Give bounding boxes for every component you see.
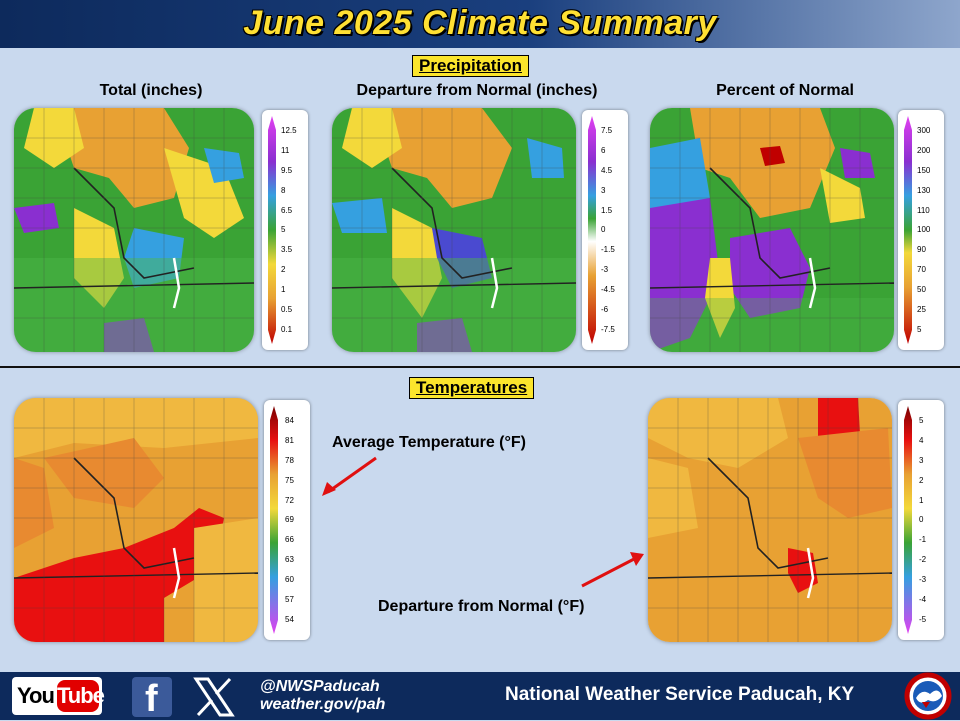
page-title: June 2025 Climate Summary (243, 4, 717, 42)
departure-scale-label: -7.5 (601, 324, 615, 334)
avg-temp-scale-label: 60 (285, 575, 294, 585)
nws-logo (904, 672, 952, 720)
avg-temp-scale-label: 78 (285, 455, 294, 465)
total-scale-label: 12.5 (281, 126, 297, 135)
website-link[interactable]: weather.gov/pah (260, 696, 386, 713)
percent-scale-label: 90 (917, 245, 926, 255)
youtube-you-text: You (17, 683, 55, 708)
total-scale-label: 2 (281, 265, 286, 275)
departure-precip-legend: 7.5 6 4.5 3 1.5 0 -1.5 -3 -4.5 -6 -7.5 (582, 110, 628, 350)
percent-scale-label: 130 (917, 185, 931, 195)
total-precip-map (14, 108, 254, 352)
facebook-f-glyph: f (145, 678, 158, 720)
temp-departure-scale-label: 3 (919, 455, 924, 465)
departure-scale-label: 0 (601, 225, 606, 235)
temp-departure-scale-label: 2 (919, 475, 924, 485)
total-scale-label: 6.5 (281, 205, 293, 215)
temp-departure-scale-label: 1 (919, 495, 924, 505)
temp-departure-scale-label: 5 (919, 416, 924, 425)
total-scale-label: 0.5 (281, 305, 293, 315)
percent-normal-legend: 300 200 150 130 110 100 90 70 50 25 5 (898, 110, 944, 350)
departure-scale-label: -1.5 (601, 245, 615, 255)
avg-temp-scale-label: 54 (285, 614, 294, 624)
avg-temp-arrow (322, 456, 377, 496)
percent-scale-label: 50 (917, 285, 926, 295)
percent-scale-label: 25 (917, 305, 926, 315)
youtube-logo[interactable]: You Tube (12, 677, 105, 715)
section-divider (0, 366, 960, 368)
percent-scale-label: 70 (917, 265, 926, 275)
total-scale-label: 0.1 (281, 324, 293, 334)
temp-departure-label: Departure from Normal (°F) (378, 598, 585, 615)
departure-precip-map (332, 108, 576, 352)
temp-departure-legend: 5 4 3 2 1 0 -1 -2 -3 -4 -5 (898, 400, 944, 640)
avg-temp-legend: 84 81 78 75 72 69 66 63 60 57 54 (264, 400, 310, 640)
temp-departure-scale-label: -2 (919, 555, 927, 565)
departure-precip-title: Departure from Normal (inches) (356, 82, 598, 99)
departure-scale-label: -4.5 (601, 285, 615, 295)
total-scale-label: 8 (281, 185, 286, 195)
temp-departure-scale-label: -4 (919, 595, 927, 605)
departure-scale-label: -3 (601, 265, 609, 275)
temp-departure-scale-label: -3 (919, 575, 927, 585)
office-name: National Weather Service Paducah, KY (505, 684, 855, 705)
facebook-icon[interactable]: f (132, 677, 172, 720)
x-icon[interactable] (192, 675, 236, 719)
total-precip-legend: 12.5 11 9.5 8 6.5 5 3.5 2 1 0.5 0.1 (262, 110, 308, 350)
temp-departure-arrow (581, 552, 644, 588)
header-bar: June 2025 Climate Summary (0, 0, 960, 48)
avg-temp-map (14, 398, 258, 642)
temp-departure-scale-label: -1 (919, 535, 927, 545)
youtube-tube-text: Tube (57, 680, 105, 712)
avg-temp-scale-label: 69 (285, 515, 294, 525)
total-scale-label: 9.5 (281, 165, 293, 175)
departure-scale-label: 1.5 (601, 205, 613, 215)
social-handle[interactable]: @NWSPaducah (260, 678, 380, 695)
avg-temp-scale-label: 66 (285, 535, 294, 545)
temp-departure-scale-label: 0 (919, 515, 924, 525)
avg-temp-scale-label: 84 (285, 416, 294, 425)
percent-scale-label: 200 (917, 145, 931, 155)
percent-scale-label: 300 (917, 126, 931, 135)
total-scale-label: 3.5 (281, 245, 293, 255)
total-scale-label: 1 (281, 285, 286, 295)
total-scale-label: 5 (281, 225, 286, 235)
departure-scale-label: 7.5 (601, 126, 613, 135)
avg-temp-scale-label: 63 (285, 555, 294, 565)
departure-scale-label: 4.5 (601, 165, 613, 175)
precipitation-section-label: Precipitation (412, 55, 529, 77)
percent-normal-map (650, 108, 894, 352)
avg-temp-scale-label: 81 (285, 435, 294, 445)
departure-scale-label: 6 (601, 145, 606, 155)
temp-departure-scale-label: 4 (919, 435, 924, 445)
avg-temp-scale-label: 57 (285, 595, 294, 605)
avg-temp-label: Average Temperature (°F) (332, 434, 527, 451)
temp-departure-map (648, 398, 892, 642)
percent-scale-label: 5 (917, 324, 922, 334)
temperatures-section-label: Temperatures (409, 377, 535, 399)
percent-scale-label: 110 (917, 205, 930, 215)
departure-scale-label: 3 (601, 185, 606, 195)
avg-temp-scale-label: 75 (285, 475, 294, 485)
total-scale-label: 11 (281, 145, 290, 155)
avg-temp-scale-label: 72 (285, 495, 294, 505)
percent-normal-title: Percent of Normal (716, 82, 854, 99)
percent-scale-label: 100 (917, 225, 931, 235)
percent-scale-label: 150 (917, 165, 931, 175)
total-precip-title: Total (inches) (99, 82, 203, 99)
departure-scale-label: -6 (601, 305, 609, 315)
temp-departure-scale-label: -5 (919, 614, 927, 624)
